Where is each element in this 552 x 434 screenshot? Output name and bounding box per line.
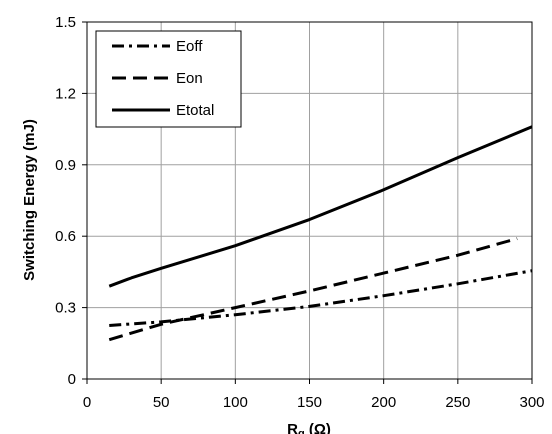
series-lines xyxy=(108,125,533,342)
legend-label-eoff: Eoff xyxy=(176,38,203,55)
y-tick-label: 0 xyxy=(68,371,76,388)
y-tick-label: 1.2 xyxy=(55,85,76,102)
x-tick-label: 300 xyxy=(519,394,544,411)
series-eoff-line xyxy=(109,269,533,327)
x-axis-label-unit: (Ω) xyxy=(305,421,331,434)
y-axis-label: Switching Energy (mJ) xyxy=(21,119,38,281)
y-tick-label: 1.5 xyxy=(55,14,76,31)
series-eon-line xyxy=(108,237,518,342)
legend: Eoff Eon Etotal xyxy=(95,30,242,128)
series-etotal-line xyxy=(108,125,533,288)
x-tick-label: 100 xyxy=(223,394,248,411)
x-axis-label: Rg (Ω) xyxy=(287,421,331,434)
x-axis-label-main: R xyxy=(287,421,298,434)
y-tick-label: 0.6 xyxy=(55,228,76,245)
x-tick-label: 200 xyxy=(371,394,396,411)
y-tick-label: 0.9 xyxy=(55,157,76,174)
x-tick-label: 250 xyxy=(445,394,470,411)
legend-label-eon: Eon xyxy=(176,70,203,87)
x-tick-label: 50 xyxy=(153,394,170,411)
x-tick-label: 0 xyxy=(83,394,91,411)
y-tick-label: 0.3 xyxy=(55,300,76,317)
x-axis-label-sub: g xyxy=(298,428,305,434)
legend-label-etotal: Etotal xyxy=(176,102,214,119)
x-tick-label: 150 xyxy=(297,394,322,411)
x-tick-labels: 0 50 100 150 200 250 300 xyxy=(83,379,545,411)
y-tick-labels: 0 0.3 0.6 0.9 1.2 1.5 xyxy=(55,14,87,388)
